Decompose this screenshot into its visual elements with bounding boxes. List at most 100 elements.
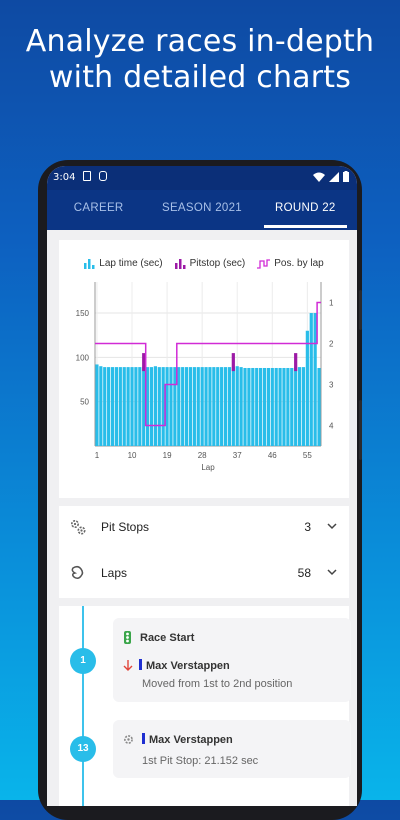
wifi-icon xyxy=(313,172,325,182)
status-bar: 3:04 xyxy=(47,166,357,190)
timeline-line xyxy=(82,606,84,806)
x-tick-label: 10 xyxy=(128,451,137,460)
driver-name: Max Verstappen xyxy=(146,660,230,672)
lap-time-bar xyxy=(107,367,111,446)
app-screen: 3:04 CAREER SEASON 2021 ROUND 22 Lap tim… xyxy=(47,166,357,806)
step-line-icon xyxy=(257,258,271,269)
chart-legend: Lap time (sec) Pitstop (sec) Pos. by lap xyxy=(59,258,349,269)
lap-time-bar xyxy=(235,366,239,446)
lap-time-bar xyxy=(243,367,247,446)
tab-round[interactable]: ROUND 22 xyxy=(254,190,357,230)
stat-label: Pit Stops xyxy=(101,520,150,534)
stat-row-laps[interactable]: Laps 58 xyxy=(59,552,349,596)
pitstop-bar xyxy=(142,353,146,372)
lap-time-bar xyxy=(227,367,232,446)
stat-row-pit-stops[interactable]: Pit Stops 3 xyxy=(59,506,349,550)
lap-time-bar xyxy=(200,367,204,446)
lap-time-bar xyxy=(192,367,196,446)
legend-pitstop-label: Pitstop (sec) xyxy=(189,258,246,269)
x-axis-label: Lap xyxy=(201,463,215,472)
lap-time-bar xyxy=(309,313,313,446)
pitstop-bar xyxy=(231,353,235,372)
chevron-down-icon[interactable] xyxy=(327,519,337,533)
lap-time-bar xyxy=(266,367,270,446)
timeline-card: 1 Race Start Max Verstappen Moved from 1… xyxy=(59,606,351,806)
storage-icon xyxy=(99,171,107,181)
lap-time-bar xyxy=(216,367,220,446)
lap-time-bar xyxy=(297,367,302,446)
pitstop-bar xyxy=(294,353,298,372)
x-tick-label: 55 xyxy=(303,451,312,460)
lap-chart: 50 100 150 1 2 3 4 1 10 19 28 37 46 55 Lap xyxy=(76,282,334,472)
lap-time-bar xyxy=(282,367,286,446)
lap-time-bar xyxy=(262,367,267,446)
gear-icon xyxy=(124,735,133,744)
chart-card: Lap time (sec) Pitstop (sec) Pos. by lap… xyxy=(59,240,349,498)
lap-badge: 13 xyxy=(70,736,96,762)
lap-time-bar xyxy=(146,367,150,446)
event-title: Race Start xyxy=(140,631,195,644)
lap-time-bar xyxy=(231,367,235,446)
y-right-tick-label: 1 xyxy=(329,299,334,308)
y-right-tick-label: 2 xyxy=(329,340,334,349)
timeline-event[interactable]: Race Start Max Verstappen Moved from 1st… xyxy=(113,618,351,702)
legend-lap-time[interactable]: Lap time (sec) xyxy=(84,258,163,269)
lap-time-bar xyxy=(110,367,115,446)
tab-career[interactable]: CAREER xyxy=(73,202,124,214)
lap-time-bar xyxy=(313,313,317,446)
bar-chart-icon xyxy=(84,258,95,269)
lap-time-bar xyxy=(290,367,294,446)
y-tick-label: 50 xyxy=(80,398,89,407)
lap-time-bar xyxy=(184,367,189,446)
gears-icon xyxy=(70,519,86,535)
lap-time-bar xyxy=(177,367,181,446)
lap-time-bar xyxy=(278,367,282,446)
sim-icon xyxy=(83,171,91,181)
lap-time-bar xyxy=(251,367,255,446)
lap-time-bar xyxy=(259,367,263,446)
stat-value: 58 xyxy=(297,566,311,580)
y-right-tick-label: 4 xyxy=(329,422,334,431)
bar-chart-icon xyxy=(174,258,186,269)
x-tick-label: 28 xyxy=(198,451,207,460)
lap-time-bar xyxy=(204,367,208,446)
lap-time-bar xyxy=(122,367,126,446)
lap-badge: 1 xyxy=(70,648,96,674)
lap-time-bar xyxy=(153,366,157,446)
tab-bar: CAREER SEASON 2021 ROUND 22 xyxy=(47,190,357,230)
lap-time-bar xyxy=(118,367,122,446)
headline-line-1: Analyze races in-depth xyxy=(25,24,375,59)
lap-time-bar xyxy=(103,367,107,446)
lap-time-bar xyxy=(212,367,216,446)
lap-time-bar xyxy=(274,367,278,446)
lap-time-bar xyxy=(138,367,142,446)
timeline-event[interactable]: Max Verstappen 1st Pit Stop: 21.152 sec xyxy=(113,720,351,778)
lap-time-bar xyxy=(165,367,169,446)
legend-position[interactable]: Pos. by lap xyxy=(257,258,324,269)
y-tick-label: 150 xyxy=(76,309,90,318)
lap-time-bar xyxy=(220,367,224,446)
lap-time-bar xyxy=(208,367,212,446)
lap-time-bar xyxy=(239,367,243,446)
tab-season[interactable]: SEASON 2021 xyxy=(161,202,242,214)
battery-icon xyxy=(343,171,349,182)
chevron-down-icon[interactable] xyxy=(327,565,337,579)
signal-icon xyxy=(329,171,339,182)
legend-pitstop[interactable]: Pitstop (sec) xyxy=(174,258,246,269)
lap-time-bar xyxy=(223,367,228,446)
lap-time-bar xyxy=(286,367,290,446)
lap-time-bar xyxy=(181,367,185,446)
x-tick-label: 1 xyxy=(95,451,100,460)
lap-time-bar xyxy=(142,367,146,446)
lap-time-bar xyxy=(169,367,173,446)
lap-time-bar xyxy=(134,367,138,446)
event-detail: Moved from 1st to 2nd position xyxy=(142,678,293,690)
lap-time-bar xyxy=(157,367,161,446)
phone-power-button xyxy=(359,400,362,460)
event-detail: 1st Pit Stop: 21.152 sec xyxy=(142,755,259,767)
y-tick-label: 100 xyxy=(76,353,90,362)
position-line xyxy=(95,301,321,427)
lap-time-bar xyxy=(126,367,130,446)
status-time: 3:04 xyxy=(53,172,76,183)
phone-volume-button xyxy=(359,290,362,330)
